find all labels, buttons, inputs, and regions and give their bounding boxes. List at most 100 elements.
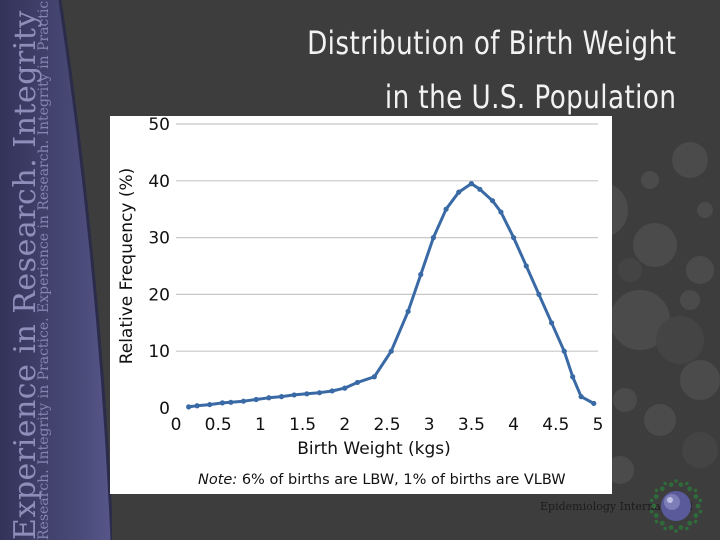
series-line [188,182,595,409]
title-line-1: Distribution of Birth Weight [306,24,676,62]
y-tick-label: 0 [159,399,170,419]
globe-ray [649,509,654,514]
x-tick-label: 0.5 [205,415,232,435]
y-tick-label: 10 [148,342,170,362]
data-point [304,391,310,397]
y-tick-label: 20 [148,285,170,305]
globe-ray [659,520,665,526]
x-tick-label: 3.5 [458,415,485,435]
globe-icon [649,479,703,533]
note-text: 6% of births are LBW, 1% of births are V… [237,472,565,488]
globe-ray [674,529,678,533]
globe-ray [685,481,689,486]
globe-ray [668,482,674,487]
x-tick-label: 4 [508,415,519,435]
globe-ray [693,494,699,499]
data-point [207,401,213,408]
slide-title: Distribution of Birth Weight in the U.S.… [307,16,676,124]
data-point [342,385,348,391]
chart-note: Note: 6% of births are LBW, 1% of births… [198,472,566,488]
data-point [443,206,449,212]
data-point [329,388,335,394]
data-point [388,348,394,354]
globe-ray [693,519,698,524]
globe-ray [687,520,693,526]
x-tick-label: 1.5 [289,415,316,435]
data-point [405,308,411,315]
data-point [498,209,504,215]
x-tick-label: 0 [171,415,182,435]
data-point [456,189,462,195]
globe-ray [678,525,684,530]
data-point [591,400,597,407]
sidebar-tagline-small: Research. Integrity in Practice. Experie… [36,0,52,540]
x-tick-label: 5 [593,415,604,435]
data-point [194,403,200,409]
data-point [228,399,234,405]
globe-ray [653,513,659,518]
data-point [523,263,529,269]
company-logo: Epidemiology International [540,478,712,534]
y-axis-label: Relative Frequency (%) [117,168,137,365]
data-point [489,198,496,204]
data-point [253,396,259,403]
globe-ray [654,519,659,524]
data-point [354,379,361,386]
chart-series [186,181,597,410]
x-tick-label: 3 [424,415,435,435]
globe-ray [649,498,654,503]
globe-ray [663,481,667,486]
x-axis-ticks: 0 0.5 1 1.5 2 2.5 3 3.5 4 4.5 5 [171,415,604,435]
data-point [548,320,555,326]
title-line-2: in the U.S. Population [384,78,676,116]
data-point [418,271,424,278]
y-tick-label: 30 [148,229,170,249]
y-axis-ticks: 0 10 20 30 40 50 [148,116,170,419]
data-point [511,235,517,241]
globe-ray [678,482,684,487]
sidebar-tagline: Experience in Research. Integrity in Pra… [0,0,112,540]
globe-ray [693,513,699,518]
globe-ray [698,509,703,514]
globe-ray [654,488,659,493]
data-point [536,291,542,297]
data-point [266,395,272,401]
globe-ray [663,526,667,531]
y-tick-label: 50 [148,116,170,135]
globe-ray [687,486,693,492]
data-point [578,394,584,400]
globe-ray [668,525,674,530]
data-point [219,400,226,406]
data-point [291,392,297,398]
data-point [240,398,247,404]
x-tick-label: 1 [255,415,266,435]
y-tick-label: 40 [148,172,170,192]
note-label: Note: [198,472,237,488]
data-point [561,348,567,354]
globe-ray [653,494,659,499]
globe-ray [698,498,703,503]
globe-ray [659,486,665,492]
logo-text: Epidemiology International [540,500,693,513]
birth-weight-chart: 0 10 20 30 40 50 0 0.5 1 1.5 2 2.5 3 3.5 4 4.5 5 Relati… [117,116,604,488]
globe-ray [695,503,701,509]
data-point [278,394,285,400]
x-tick-label: 2.5 [373,415,400,435]
globe-ray [674,479,678,483]
data-point [430,235,437,241]
x-axis-label: Birth Weight (kgs) [297,439,451,459]
x-tick-label: 2 [339,415,350,435]
chart-gridlines [176,123,598,352]
data-point [316,390,323,396]
globe-ray [693,488,698,493]
x-tick-label: 4.5 [542,415,569,435]
data-point [468,181,474,187]
chart-panel: 0 10 20 30 40 50 0 0.5 1 1.5 2 2.5 3 3.5 4 4.5 5 Relati… [110,116,612,494]
sidebar-curve [58,0,112,540]
globe-ray [685,526,689,531]
globe-ray [651,503,657,509]
data-point [371,374,377,380]
data-point [477,186,483,192]
data-point [570,374,576,380]
